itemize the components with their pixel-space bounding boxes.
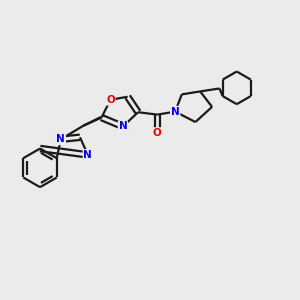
Text: N: N (171, 106, 180, 117)
Text: N: N (56, 134, 65, 144)
Text: N: N (118, 122, 127, 131)
Text: O: O (153, 128, 162, 138)
Text: O: O (106, 95, 115, 105)
Text: N: N (83, 150, 92, 160)
